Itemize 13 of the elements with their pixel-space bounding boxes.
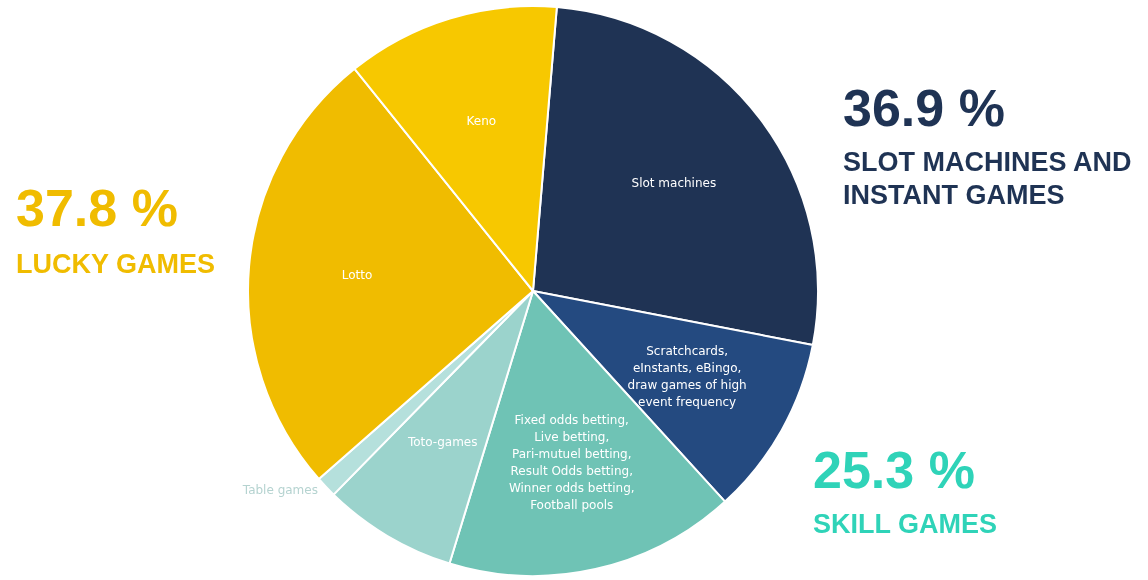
slice-label: Fixed odds betting, Live betting, Pari-mutuel betting, Result Odds betting, Winner odds betting, Football pools	[508, 413, 635, 513]
text: 37.8 %	[16, 178, 179, 238]
text: LUCKY GAMES	[16, 248, 217, 281]
slice-label: Lotto	[341, 267, 373, 282]
text: SLOT MACHINES AND INSTANT GAMES	[843, 146, 1133, 212]
text: 25.3 %	[813, 440, 976, 500]
text: SKILL GAMES	[813, 508, 999, 541]
slice-label: Table games	[241, 483, 318, 498]
slice-label: Scratchcards, eInstants, eBingo, draw games of high event frequency	[627, 344, 747, 410]
slice-label: Toto-games	[406, 435, 478, 450]
slice-label: Slot machines	[631, 176, 717, 191]
slice-label: Keno	[466, 114, 497, 129]
text: 36.9 %	[843, 78, 1006, 138]
